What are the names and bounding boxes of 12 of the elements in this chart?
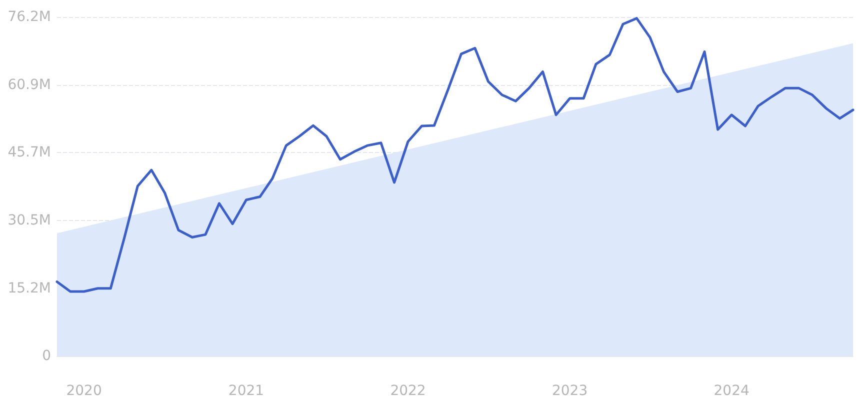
y-tick-label: 76.2M [8, 9, 51, 25]
x-tick-label: 2023 [552, 383, 588, 399]
x-tick-label: 2020 [66, 383, 102, 399]
y-tick-label: 60.9M [8, 77, 51, 94]
y-tick-label: 30.5M [8, 212, 51, 228]
y-tick-label: 45.7M [8, 144, 51, 161]
y-tick-label: 15.2M [8, 280, 51, 296]
line-series [56, 17, 854, 293]
x-tick-label: 2022 [390, 383, 426, 399]
x-tick-label: 2024 [714, 383, 750, 399]
x-tick-label: 2021 [228, 383, 264, 399]
y-tick-label: 0 [42, 348, 51, 364]
